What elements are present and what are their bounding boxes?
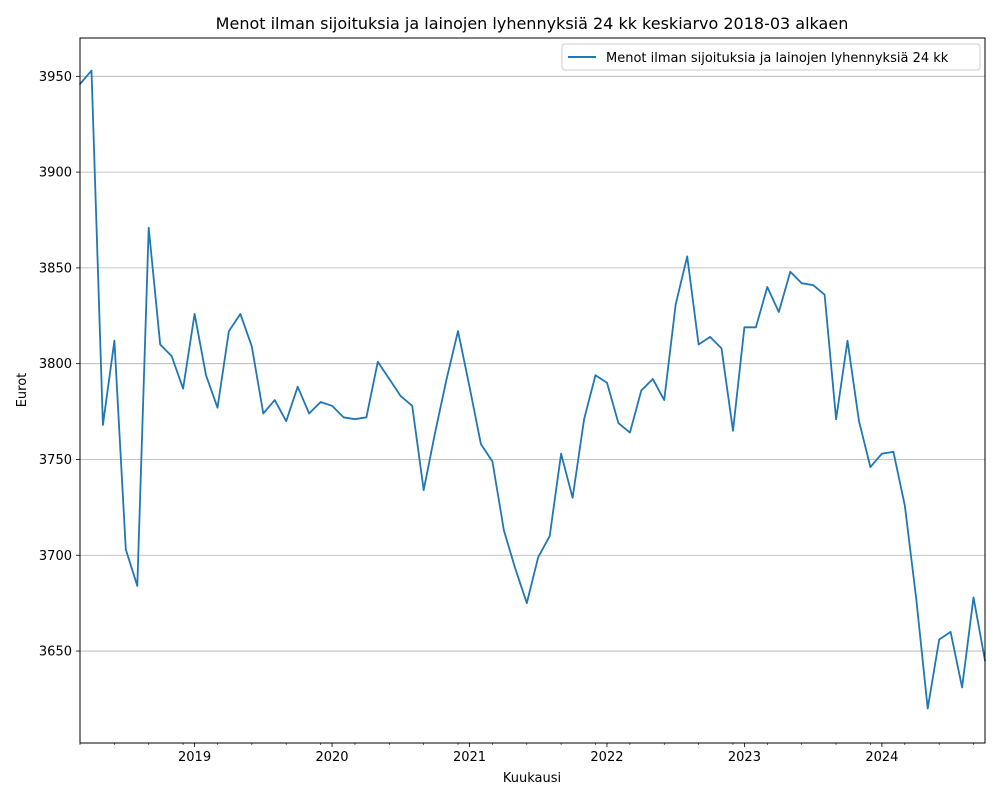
y-axis-ticks: 3650 3700 3750 3800 3850 3900 3950: [39, 70, 80, 660]
y-tick-label: 3800: [39, 357, 72, 372]
chart-title: Menot ilman sijoituksia ja lainojen lyhe…: [216, 14, 849, 33]
y-tick-label: 3900: [39, 166, 72, 181]
legend-box: [561, 43, 981, 71]
y-tick-label: 3700: [39, 549, 72, 564]
x-tick-label: 2022: [590, 750, 623, 765]
x-tick-label: 2020: [315, 750, 348, 765]
legend: Menot ilman sijoituksia ja lainojen lyhe…: [561, 43, 981, 71]
y-tick-label: 3650: [39, 645, 72, 660]
y-tick-label: 3950: [39, 70, 72, 85]
y-tick-label: 3850: [39, 261, 72, 276]
x-tick-label: 2024: [865, 750, 898, 765]
x-tick-label: 2021: [453, 750, 486, 765]
x-tick-label: 2023: [728, 750, 761, 765]
x-axis-ticks: 2019 2020 2021 2022 2023 2024: [79, 743, 974, 765]
y-axis-label: Eurot: [15, 373, 30, 408]
y-tick-label: 3750: [39, 453, 72, 468]
x-axis-label: Kuukausi: [503, 771, 561, 786]
plot-frame: [79, 37, 986, 744]
legend-label: Menot ilman sijoituksia ja lainojen lyhe…: [606, 51, 949, 66]
series-line: [79, 69, 986, 710]
grid-lines: [80, 75, 985, 652]
x-tick-label: 2019: [178, 750, 211, 765]
series-lines: [79, 69, 986, 710]
